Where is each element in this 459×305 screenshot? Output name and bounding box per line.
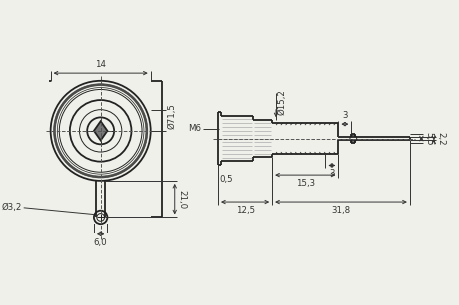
Text: 0,5: 0,5	[219, 175, 233, 184]
Text: 6,0: 6,0	[94, 238, 107, 247]
Text: 2,2: 2,2	[437, 132, 446, 145]
Text: 3: 3	[342, 111, 347, 120]
Text: 12,5: 12,5	[235, 206, 255, 215]
Polygon shape	[94, 121, 107, 141]
Text: Ø71,5: Ø71,5	[168, 103, 177, 129]
Text: 15,3: 15,3	[296, 179, 315, 188]
Text: 31,8: 31,8	[331, 206, 351, 215]
Text: 21,0: 21,0	[178, 190, 187, 209]
Text: 14: 14	[95, 60, 106, 69]
Text: Ø3,2: Ø3,2	[1, 203, 22, 212]
Text: Ø15,2: Ø15,2	[278, 90, 287, 116]
Text: 3: 3	[329, 169, 335, 178]
Text: 5,5: 5,5	[424, 132, 433, 145]
Text: M6: M6	[188, 124, 201, 133]
